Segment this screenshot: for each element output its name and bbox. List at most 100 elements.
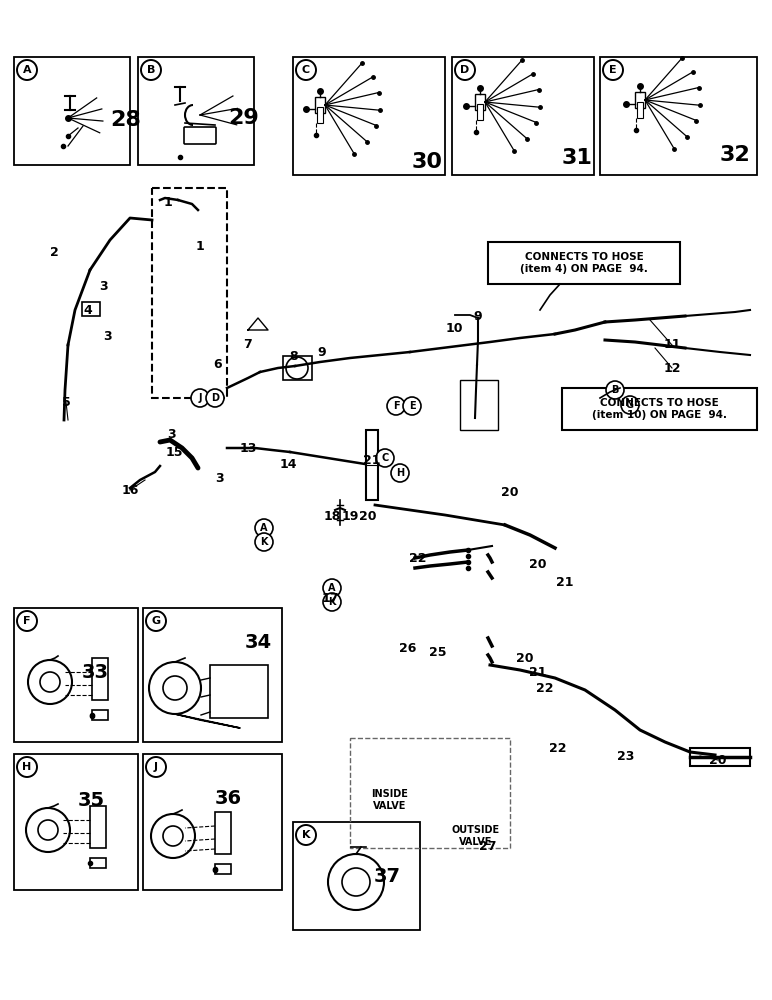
Bar	[293, 822, 420, 930]
Bar	[690, 748, 750, 766]
Text: 20: 20	[359, 510, 377, 522]
Bar	[14, 57, 130, 165]
Circle shape	[323, 579, 341, 597]
Text: 21: 21	[530, 666, 547, 678]
Circle shape	[17, 611, 37, 631]
Circle shape	[603, 60, 623, 80]
Text: 1: 1	[195, 240, 205, 253]
Bar	[366, 430, 378, 500]
Bar	[82, 302, 100, 316]
Text: 20: 20	[530, 558, 547, 572]
Text: 15: 15	[165, 446, 183, 458]
Text: 1: 1	[164, 196, 172, 209]
Bar	[283, 356, 312, 380]
Bar	[637, 102, 643, 118]
Text: 22: 22	[537, 682, 554, 694]
Text: 8: 8	[290, 350, 298, 362]
Bar	[92, 710, 108, 720]
Text: J: J	[198, 393, 201, 403]
Text: J: J	[154, 762, 158, 772]
Circle shape	[387, 397, 405, 415]
Text: 12: 12	[663, 361, 681, 374]
Text: 11: 11	[663, 338, 681, 352]
Text: 33: 33	[82, 662, 109, 682]
FancyBboxPatch shape	[184, 127, 216, 144]
Text: 22: 22	[409, 552, 427, 564]
Text: 9: 9	[474, 310, 482, 322]
Text: G: G	[626, 400, 634, 410]
Text: G: G	[151, 616, 161, 626]
Text: D: D	[460, 65, 469, 75]
Circle shape	[40, 672, 60, 692]
Bar	[460, 380, 498, 430]
Bar	[138, 57, 254, 165]
Text: 37: 37	[374, 866, 401, 886]
Bar	[600, 57, 757, 175]
Text: 4: 4	[83, 304, 93, 316]
Text: K: K	[328, 597, 336, 607]
Text: 20: 20	[501, 486, 519, 498]
Text: 30: 30	[412, 152, 443, 172]
Bar	[315, 97, 325, 113]
Circle shape	[342, 868, 370, 896]
Circle shape	[286, 357, 308, 379]
Text: K: K	[302, 830, 310, 840]
Bar	[210, 665, 268, 718]
Circle shape	[163, 826, 183, 846]
Text: 14: 14	[279, 458, 296, 472]
Circle shape	[606, 381, 624, 399]
Text: 5: 5	[62, 395, 70, 408]
Text: 36: 36	[215, 788, 242, 808]
Text: 25: 25	[429, 646, 447, 658]
Text: 9: 9	[318, 346, 327, 359]
Text: H: H	[396, 468, 404, 478]
Text: CONNECTS TO HOSE
(item 10) ON PAGE  94.: CONNECTS TO HOSE (item 10) ON PAGE 94.	[592, 398, 727, 420]
Text: 6: 6	[214, 359, 222, 371]
Text: 19: 19	[341, 510, 359, 522]
Circle shape	[149, 662, 201, 714]
Text: 27: 27	[479, 840, 496, 852]
Bar	[14, 608, 138, 742]
Circle shape	[255, 519, 273, 537]
Bar	[293, 57, 445, 175]
Circle shape	[191, 389, 209, 407]
Circle shape	[38, 820, 58, 840]
Bar	[143, 754, 282, 890]
Text: 31: 31	[562, 148, 593, 168]
Circle shape	[28, 660, 72, 704]
Circle shape	[296, 825, 316, 845]
Bar	[488, 242, 680, 284]
Text: H: H	[22, 762, 32, 772]
Bar	[215, 864, 231, 874]
Text: 18: 18	[323, 510, 340, 522]
Text: 32: 32	[720, 145, 750, 165]
Circle shape	[17, 60, 37, 80]
Bar	[477, 104, 483, 120]
Text: OUTSIDE
VALVE: OUTSIDE VALVE	[452, 825, 500, 847]
Text: 3: 3	[100, 279, 108, 292]
Text: 35: 35	[78, 790, 105, 810]
Bar	[350, 738, 510, 848]
Circle shape	[391, 464, 409, 482]
Bar	[475, 94, 485, 110]
Bar	[152, 188, 227, 398]
Bar	[452, 57, 594, 175]
Text: B: B	[611, 385, 618, 395]
Text: A: A	[22, 65, 32, 75]
Text: F: F	[393, 401, 399, 411]
Circle shape	[455, 60, 475, 80]
Text: 29: 29	[228, 108, 259, 128]
Text: D: D	[211, 393, 219, 403]
Circle shape	[163, 676, 187, 700]
Circle shape	[151, 814, 195, 858]
Bar	[90, 806, 106, 848]
Text: 28: 28	[110, 110, 141, 130]
Text: K: K	[260, 537, 268, 547]
Circle shape	[255, 533, 273, 551]
Text: A: A	[328, 583, 336, 593]
Text: E: E	[408, 401, 415, 411]
Text: 34: 34	[245, 634, 272, 652]
Text: 20: 20	[516, 652, 533, 664]
Circle shape	[17, 757, 37, 777]
Text: A: A	[260, 523, 268, 533]
